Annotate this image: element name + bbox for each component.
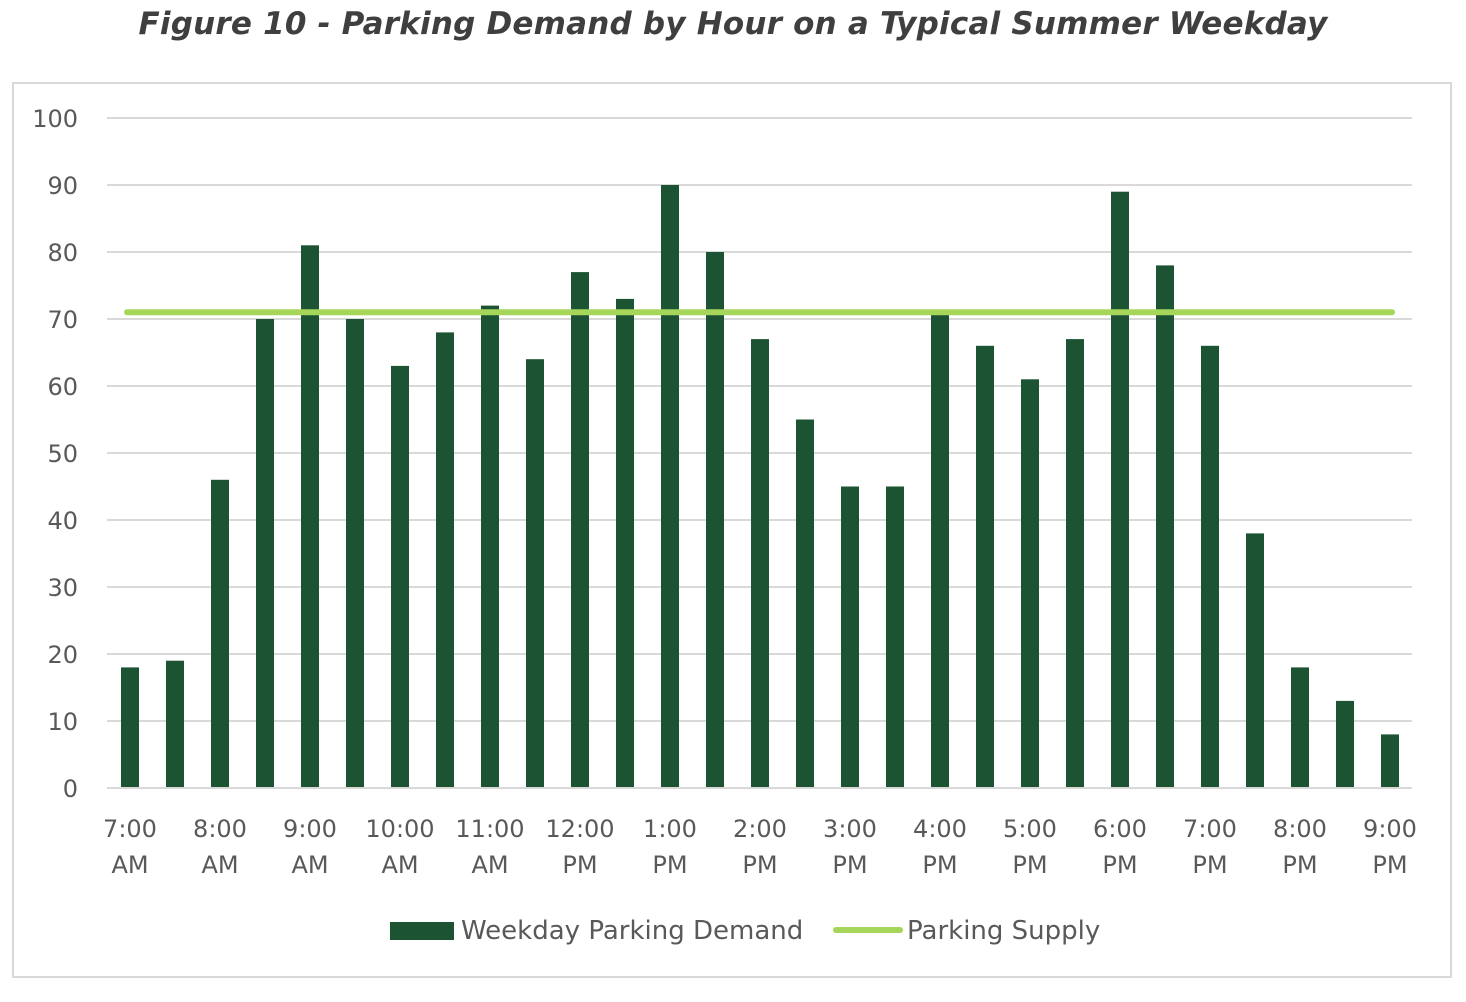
legend-demand-label: Weekday Parking Demand (461, 916, 803, 946)
x-tick-label: 3:00 PM (823, 815, 877, 879)
y-tick-label: 90 (47, 172, 78, 200)
legend-demand-swatch (390, 922, 454, 940)
demand-bar (1066, 339, 1084, 788)
demand-bar (796, 419, 814, 788)
y-tick-label: 60 (47, 373, 78, 401)
legend-supply-label: Parking Supply (907, 916, 1100, 946)
demand-bar (1021, 379, 1039, 788)
demand-bar (1156, 265, 1174, 788)
y-tick-label: 0 (63, 775, 78, 803)
x-tick-label: 11:00 AM (455, 815, 524, 879)
demand-bar (121, 667, 139, 788)
demand-bar (481, 305, 499, 788)
demand-bar (661, 185, 679, 788)
x-tick-label: 6:00 PM (1093, 815, 1147, 879)
chart-frame (12, 82, 1452, 978)
demand-bars (121, 185, 1399, 789)
x-tick-label: 8:00 PM (1273, 815, 1327, 879)
x-tick-label: 2:00 PM (733, 815, 787, 879)
demand-bar (1381, 734, 1399, 788)
demand-bar (346, 319, 364, 788)
figure-title: Figure 10 - Parking Demand by Hour on a … (138, 6, 1328, 42)
y-axis-tick-labels: 0 10 20 30 40 50 60 70 80 90 100 (32, 105, 78, 803)
x-tick-label: 9:00 AM (283, 815, 337, 879)
demand-bar (256, 319, 274, 788)
demand-bar (706, 252, 724, 788)
demand-bar (1111, 191, 1129, 788)
x-tick-label: 7:00 AM (103, 815, 157, 879)
x-tick-label: 8:00 AM (193, 815, 247, 879)
x-tick-label: 5:00 PM (1003, 815, 1057, 879)
demand-bar (751, 339, 769, 788)
x-axis-tick-labels: 7:00 AM 8:00 AM 9:00 AM 10:00 AM 11:00 AM 12:00 PM 1… (103, 815, 1417, 879)
demand-bar (976, 345, 994, 788)
demand-bar (616, 298, 634, 788)
y-tick-label: 70 (47, 306, 78, 334)
demand-bar (1336, 700, 1354, 788)
y-tick-label: 80 (47, 239, 78, 267)
demand-bar (571, 272, 589, 789)
x-tick-label: 1:00 PM (643, 815, 697, 879)
demand-bar (1201, 345, 1219, 788)
demand-bar (436, 332, 454, 788)
demand-bar (1291, 667, 1309, 788)
demand-bar (301, 245, 319, 789)
demand-bar (391, 365, 409, 788)
y-tick-label: 100 (32, 105, 78, 133)
gridlines (107, 117, 1412, 722)
x-tick-label: 10:00 AM (365, 815, 434, 879)
demand-bar (166, 660, 184, 788)
demand-bar (211, 479, 229, 788)
demand-bar (931, 312, 949, 788)
demand-bar (1246, 533, 1264, 788)
x-tick-label: 9:00 PM (1363, 815, 1417, 879)
y-tick-label: 50 (47, 440, 78, 468)
legend: Weekday Parking Demand Parking Supply (390, 916, 1100, 946)
demand-bar (841, 486, 859, 788)
demand-bar (526, 359, 544, 788)
x-tick-label: 4:00 PM (913, 815, 967, 879)
y-tick-label: 20 (47, 641, 78, 669)
demand-bar (886, 486, 904, 788)
x-tick-label: 12:00 PM (545, 815, 614, 879)
x-tick-label: 7:00 PM (1183, 815, 1237, 879)
y-tick-label: 10 (47, 708, 78, 736)
y-tick-label: 40 (47, 507, 78, 535)
y-tick-label: 30 (47, 574, 78, 602)
